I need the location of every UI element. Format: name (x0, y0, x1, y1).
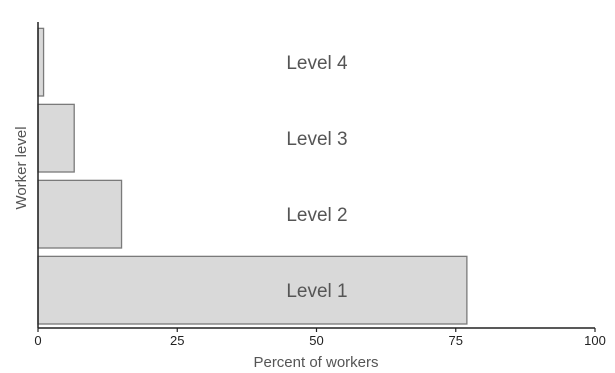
x-tick-label: 0 (34, 333, 41, 348)
x-ticks-group: 0 25 50 75 100 (34, 328, 606, 348)
bar-label-level-3: Level 3 (286, 129, 347, 150)
bar-label-level-2: Level 2 (286, 205, 347, 226)
x-tick-label: 75 (449, 333, 463, 348)
bar-level-2 (37, 179, 123, 249)
bar-level-1 (37, 255, 468, 325)
bar-level-4 (37, 27, 45, 97)
x-tick-label: 50 (309, 333, 323, 348)
bars-group (37, 27, 468, 325)
x-axis-title: Percent of workers (253, 354, 378, 371)
bar-level-3 (37, 103, 75, 173)
bar-label-level-1: Level 1 (286, 281, 347, 302)
bar-label-level-4: Level 4 (286, 53, 348, 74)
y-axis-title: Worker level (13, 126, 30, 209)
x-tick-label: 100 (584, 333, 606, 348)
bar-labels-group: Level 1 Level 2 Level 3 Level 4 (286, 53, 348, 302)
x-tick-label: 25 (170, 333, 184, 348)
